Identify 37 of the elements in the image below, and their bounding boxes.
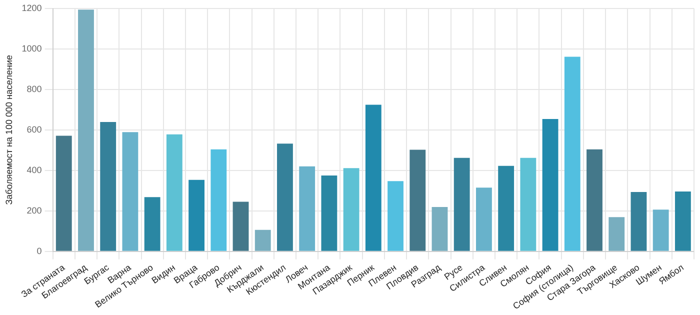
bar bbox=[100, 122, 116, 251]
y-axis-title: Заболяемост на 100 000 население bbox=[4, 54, 14, 205]
bar bbox=[232, 202, 249, 251]
bar bbox=[520, 158, 536, 251]
y-tick-label: 200 bbox=[26, 205, 42, 216]
bar bbox=[410, 150, 426, 251]
bar bbox=[188, 180, 204, 251]
bar bbox=[388, 181, 404, 251]
bar bbox=[210, 149, 227, 251]
bar bbox=[674, 191, 691, 251]
bar bbox=[299, 166, 316, 251]
bar bbox=[630, 192, 647, 251]
y-tick-label: 600 bbox=[26, 124, 42, 134]
bar bbox=[454, 158, 470, 251]
y-tick-label: 0 bbox=[36, 246, 42, 256]
bar bbox=[564, 56, 580, 251]
bar bbox=[476, 188, 492, 251]
bar bbox=[343, 168, 360, 251]
y-tick-label: 400 bbox=[26, 164, 42, 175]
bar bbox=[365, 104, 382, 251]
bar bbox=[586, 149, 602, 251]
bar bbox=[608, 217, 625, 251]
y-tick-label: 800 bbox=[26, 84, 42, 94]
bar bbox=[144, 197, 160, 251]
bar bbox=[542, 118, 558, 251]
y-tick-label: 1200 bbox=[22, 2, 42, 13]
bar bbox=[652, 210, 669, 251]
bar bbox=[277, 144, 293, 251]
y-tick-label: 1000 bbox=[22, 43, 42, 54]
bar bbox=[321, 175, 338, 251]
bar bbox=[498, 166, 514, 251]
bar bbox=[78, 10, 94, 251]
bar bbox=[432, 207, 448, 251]
bar bbox=[166, 134, 182, 251]
bar bbox=[56, 136, 72, 251]
bar bbox=[254, 230, 271, 251]
bar bbox=[122, 132, 138, 251]
